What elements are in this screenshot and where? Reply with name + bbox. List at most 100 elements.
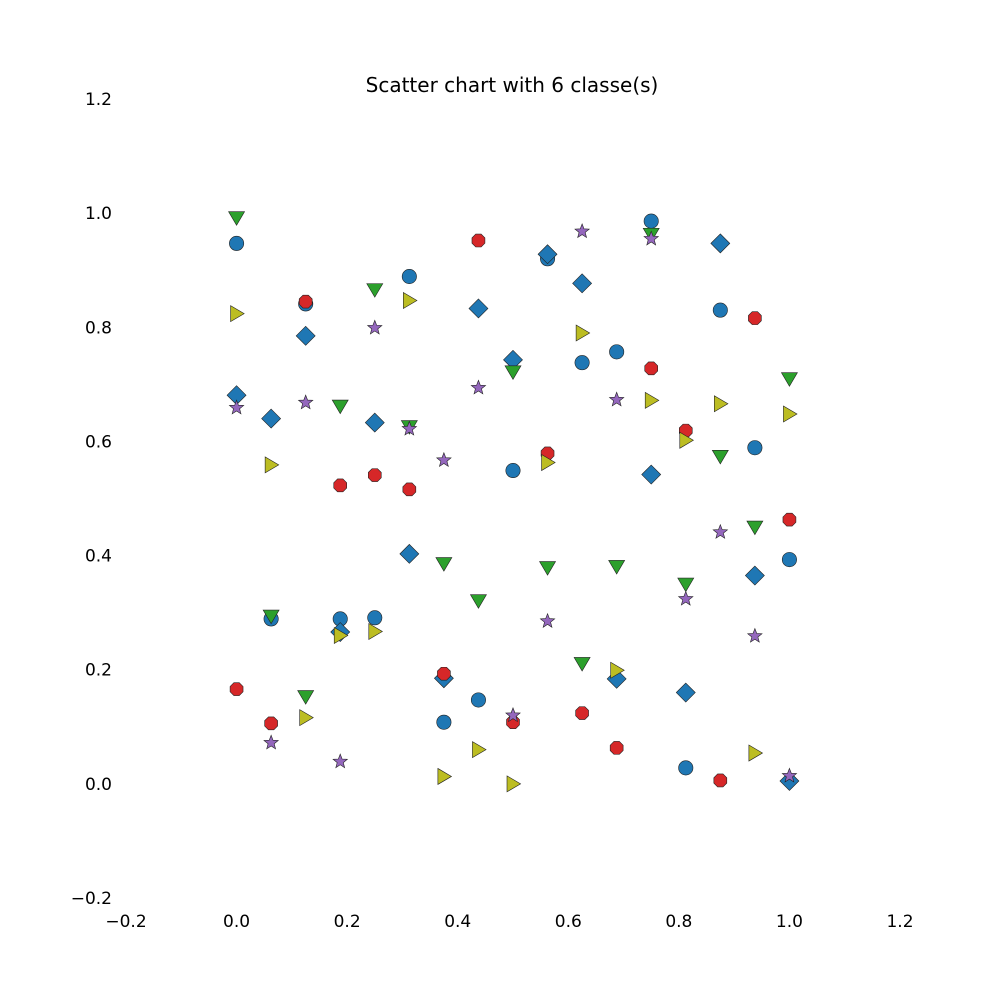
diamond-point <box>537 244 558 265</box>
diamond-point <box>364 412 385 433</box>
triangle-right-point <box>333 626 349 644</box>
x-axis-tick-labels: −0.2 0.0 0.2 0.4 0.6 0.8 1.0 1.2 <box>105 912 913 932</box>
triangle-down-point <box>746 520 764 536</box>
triangle-right-point <box>506 775 522 793</box>
triangle-down-point <box>608 560 626 575</box>
star-point <box>712 523 729 539</box>
triangle-right-point <box>472 741 487 759</box>
triangle-down-point <box>331 399 349 415</box>
diamond-point <box>261 408 282 429</box>
star-point <box>228 399 245 415</box>
diamond-point <box>744 565 765 586</box>
triangle-down-point <box>780 372 798 387</box>
octagon-point <box>298 294 313 309</box>
octagon-point <box>264 716 278 731</box>
star-point <box>746 627 763 643</box>
octagon-point <box>644 361 658 376</box>
triangle-right-point <box>299 709 314 727</box>
circle-point <box>781 552 797 568</box>
y-tick-label: 0.0 <box>85 775 112 795</box>
triangle-down-point <box>366 283 384 298</box>
x-tick-label: 0.0 <box>223 912 250 932</box>
y-tick-label: 1.2 <box>85 90 112 110</box>
triangle-right-point <box>644 391 660 409</box>
triangle-down-point <box>504 365 522 380</box>
octagon-point <box>782 512 797 527</box>
octagon-point <box>471 233 486 248</box>
circle-point <box>229 235 245 251</box>
triangle-down-point <box>539 561 557 576</box>
x-tick-label: 0.2 <box>334 912 361 932</box>
triangle-right-point <box>368 622 383 641</box>
y-axis-tick-labels: −0.2 0.0 0.2 0.4 0.6 0.8 1.0 1.2 <box>71 90 112 909</box>
triangle-right-point <box>437 767 453 785</box>
triangle-down-point <box>711 449 729 465</box>
circle-point <box>470 692 486 708</box>
circle-point <box>747 440 763 456</box>
y-tick-label: 0.8 <box>85 318 112 338</box>
octagon-point <box>368 468 382 482</box>
octagon-point <box>748 311 762 325</box>
triangle-right-point <box>783 405 798 423</box>
circle-point <box>401 268 417 284</box>
diamond-point <box>572 273 593 294</box>
diamond-point <box>641 464 662 485</box>
star-point <box>781 767 798 783</box>
x-tick-label: 1.0 <box>776 912 803 932</box>
triangle-down-point <box>262 609 280 625</box>
x-tick-label: −0.2 <box>105 912 146 932</box>
triangle-down-point <box>469 594 487 609</box>
octagon-point <box>713 773 728 788</box>
circle-point <box>574 355 590 371</box>
y-tick-label: 1.0 <box>85 204 112 224</box>
triangle-right-point <box>264 456 280 474</box>
circle-point <box>367 610 383 626</box>
triangle-down-point <box>228 211 246 226</box>
triangle-right-point <box>230 305 245 323</box>
star-point <box>332 753 349 769</box>
triangle-right-point <box>610 661 625 679</box>
triangle-right-point <box>541 454 556 472</box>
circle-point <box>505 463 521 479</box>
circle-point <box>643 213 659 229</box>
triangle-right-point <box>403 291 418 309</box>
diamond-point <box>468 298 489 319</box>
y-tick-label: −0.2 <box>71 889 112 909</box>
circle-point <box>436 714 452 730</box>
octagon-point <box>229 682 244 696</box>
y-tick-label: 0.6 <box>85 432 112 452</box>
star-point <box>505 707 521 723</box>
triangle-right-point <box>679 431 694 449</box>
star-point <box>435 451 452 468</box>
circle-point <box>678 760 694 776</box>
triangle-right-point <box>714 395 729 413</box>
star-point <box>574 223 591 239</box>
x-tick-label: 0.6 <box>555 912 582 932</box>
star-point <box>539 612 556 628</box>
diamond-point <box>295 325 316 346</box>
octagon-point <box>609 741 624 755</box>
triangle-down-point <box>435 557 453 572</box>
triangle-down-point <box>297 690 315 705</box>
star-point <box>263 734 280 750</box>
diamond-point <box>710 233 731 254</box>
star-point <box>470 379 487 395</box>
diamond-point <box>675 682 696 703</box>
star-point <box>608 391 625 407</box>
y-tick-label: 0.4 <box>85 547 112 567</box>
star-point <box>677 590 694 606</box>
star-point <box>643 230 660 246</box>
star-point <box>366 319 383 335</box>
x-tick-label: 0.8 <box>665 912 692 932</box>
star-point <box>401 420 418 436</box>
triangle-right-point <box>575 324 591 342</box>
triangle-down-point <box>573 657 591 672</box>
data-points <box>226 211 800 793</box>
octagon-point <box>402 482 417 497</box>
star-point <box>297 394 314 410</box>
x-tick-label: 0.4 <box>444 912 471 932</box>
triangle-down-point <box>677 577 695 593</box>
octagon-point <box>333 478 348 493</box>
